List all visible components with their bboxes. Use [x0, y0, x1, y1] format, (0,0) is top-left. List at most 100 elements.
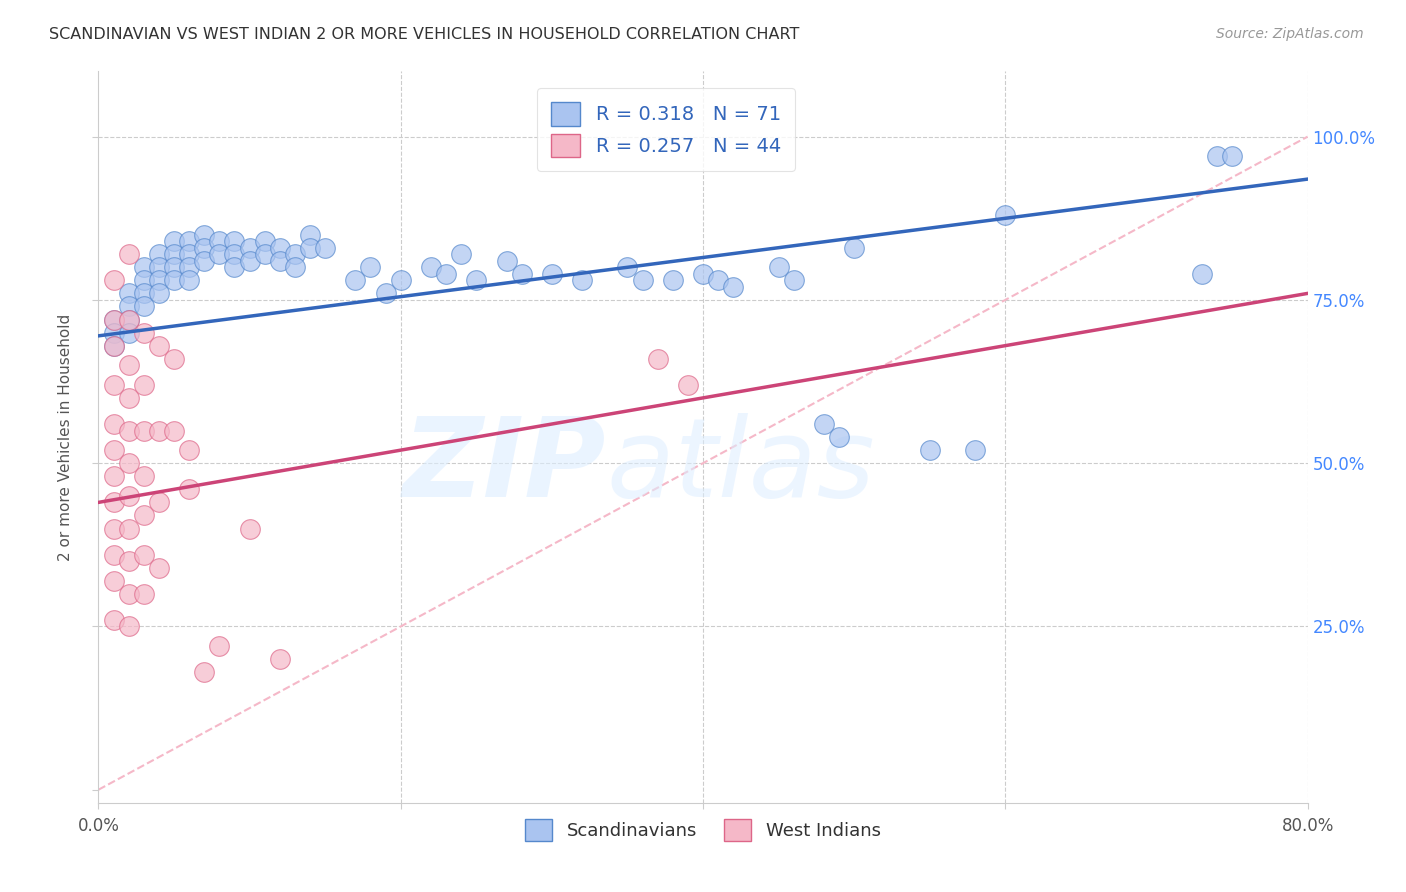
Point [148, 260, 170, 275]
Point [118, 456, 141, 470]
Point [1206, 149, 1229, 163]
Point [103, 312, 125, 326]
Point [253, 247, 276, 261]
Text: Source: ZipAtlas.com: Source: ZipAtlas.com [1216, 27, 1364, 41]
Point [103, 548, 125, 562]
Point [193, 253, 215, 268]
Point [1220, 149, 1243, 163]
Point [661, 273, 683, 287]
Point [103, 326, 125, 340]
Point [965, 443, 987, 458]
Point [163, 247, 186, 261]
Point [783, 273, 806, 287]
Point [132, 424, 155, 438]
Point [132, 286, 155, 301]
Point [813, 417, 835, 431]
Point [676, 377, 699, 392]
Point [179, 247, 201, 261]
Point [118, 587, 141, 601]
Point [768, 260, 790, 275]
Point [434, 267, 457, 281]
Point [118, 619, 141, 633]
Point [239, 241, 262, 255]
Point [208, 247, 231, 261]
Point [132, 469, 155, 483]
Point [103, 495, 125, 509]
Point [844, 241, 866, 255]
Point [465, 273, 488, 287]
Point [148, 247, 170, 261]
Point [389, 273, 412, 287]
Point [103, 338, 125, 352]
Point [132, 377, 155, 392]
Point [148, 273, 170, 287]
Point [103, 377, 125, 392]
Point [360, 260, 382, 275]
Point [118, 312, 141, 326]
Point [510, 267, 533, 281]
Point [450, 247, 472, 261]
Point [723, 280, 745, 294]
Point [193, 665, 215, 680]
Point [179, 483, 201, 497]
Point [253, 234, 276, 248]
Point [103, 273, 125, 287]
Point [616, 260, 638, 275]
Point [118, 326, 141, 340]
Point [374, 286, 396, 301]
Point [918, 443, 941, 458]
Point [103, 613, 125, 627]
Point [269, 253, 291, 268]
Point [571, 273, 593, 287]
Point [269, 241, 291, 255]
Point [118, 391, 141, 405]
Point [163, 260, 186, 275]
Legend: Scandinavians, West Indians: Scandinavians, West Indians [517, 812, 889, 848]
Point [118, 286, 141, 301]
Point [103, 417, 125, 431]
Point [179, 443, 201, 458]
Point [103, 312, 125, 326]
Point [193, 227, 215, 242]
Point [239, 521, 262, 535]
Point [994, 208, 1017, 222]
Point [193, 241, 215, 255]
Point [224, 234, 246, 248]
Point [118, 424, 141, 438]
Point [148, 424, 170, 438]
Point [163, 424, 186, 438]
Point [148, 495, 170, 509]
Point [103, 469, 125, 483]
Point [163, 273, 186, 287]
Point [148, 338, 170, 352]
Point [299, 227, 322, 242]
Point [118, 489, 141, 503]
Point [132, 508, 155, 523]
Point [118, 521, 141, 535]
Point [179, 260, 201, 275]
Point [239, 253, 262, 268]
Point [163, 351, 186, 366]
Point [148, 286, 170, 301]
Point [103, 443, 125, 458]
Point [132, 548, 155, 562]
Point [103, 338, 125, 352]
Point [314, 241, 336, 255]
Point [208, 234, 231, 248]
Point [344, 273, 367, 287]
Point [224, 260, 246, 275]
Point [132, 587, 155, 601]
Point [1191, 267, 1213, 281]
Text: SCANDINAVIAN VS WEST INDIAN 2 OR MORE VEHICLES IN HOUSEHOLD CORRELATION CHART: SCANDINAVIAN VS WEST INDIAN 2 OR MORE VE… [49, 27, 800, 42]
Point [692, 267, 714, 281]
Point [299, 241, 322, 255]
Point [224, 247, 246, 261]
Point [148, 560, 170, 574]
Point [179, 234, 201, 248]
Point [179, 273, 201, 287]
Point [103, 521, 125, 535]
Point [118, 247, 141, 261]
Point [132, 260, 155, 275]
Point [540, 267, 562, 281]
Text: atlas: atlas [606, 413, 875, 520]
